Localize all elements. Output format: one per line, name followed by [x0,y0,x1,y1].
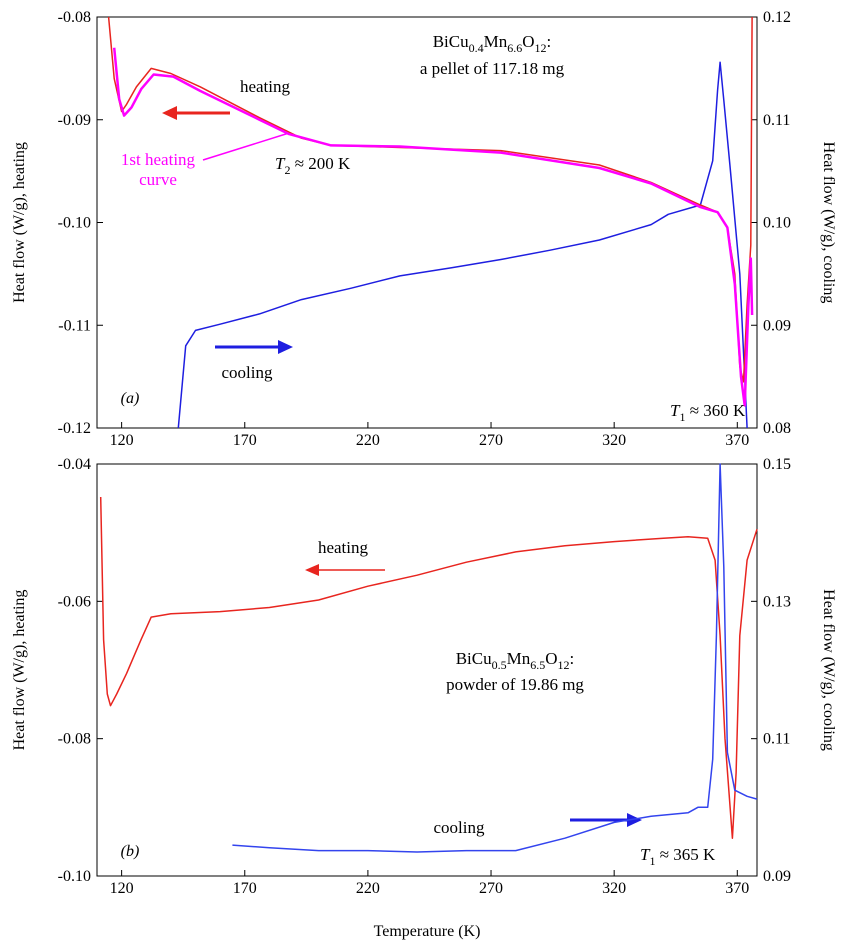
data-line [99,496,758,839]
temperature-annotation-part: 1 [649,854,655,868]
temperature-annotation-part: T [275,154,286,173]
y-tick-label: 0.13 [763,593,791,610]
y-tick-label: 0.09 [763,868,791,885]
data-line [112,47,754,407]
panel-subtitle: powder of 19.86 mg [446,675,584,694]
temperature-annotation-part: ≈ 365 K [655,845,716,864]
pointer-line [202,132,290,161]
y-tick-label: -0.09 [58,112,91,129]
series-label: heating [240,77,291,96]
panel-title-part: : [570,649,575,668]
cooling-arrow-b [570,813,642,827]
x-tick-label: 120 [110,880,134,897]
panel-title-part: O [545,649,557,668]
series-label: heating [318,538,369,557]
temperature-annotation-part: ≈ 360 K [685,401,746,420]
panel-title-part: 12 [535,41,547,55]
y-tick-label: -0.08 [58,9,91,26]
panel-title: BiCu0.4Mn6.6O12: [433,32,552,55]
temperature-annotation: T2 ≈ 200 K [275,154,351,177]
y-tick-label: -0.08 [58,731,91,748]
y-tick-label: 0.15 [763,456,791,473]
y-axis-label: Heat flow (W/g), heating [11,590,28,751]
panel-title-part: 6.5 [530,658,545,672]
y-tick-label: -0.10 [58,868,91,885]
temperature-annotation-part: T [640,845,651,864]
panel-title-part: O [522,32,534,51]
panel-title-part: Mn [507,649,531,668]
panel-title-part: Mn [484,32,508,51]
heating-arrow-a [162,106,230,120]
x-tick-label: 270 [479,880,503,897]
x-tick-label: 220 [356,880,380,897]
temperature-annotation: T1 ≈ 360 K [670,401,746,424]
temperature-annotation-part: T [670,401,681,420]
y-tick-label: 0.09 [763,317,791,334]
panel-title-part: BiCu [456,649,492,668]
panel-title-part: : [547,32,552,51]
panel-label: (a) [121,390,140,407]
heating-arrow-b [305,564,385,576]
x-tick-label: 270 [479,432,503,449]
y-tick-label: 0.11 [763,731,790,748]
x-axis-label: Temperature (K) [374,923,481,940]
x-tick-label: 170 [233,880,257,897]
y-tick-label: 0.12 [763,9,791,26]
temperature-annotation: T1 ≈ 365 K [640,845,716,868]
panel-a-frame [96,16,758,429]
panel-b-frame [96,463,758,877]
x-tick-label: 320 [602,432,626,449]
panel-title-part: 12 [558,658,570,672]
y2-axis-label: Heat flow (W/g), cooling [820,142,837,304]
x-tick-label: 120 [110,432,134,449]
data-line [177,61,748,429]
x-tick-label: 320 [602,880,626,897]
y-tick-label: 0.11 [763,112,790,129]
y-tick-label: -0.04 [58,456,91,473]
x-tick-label: 170 [233,432,257,449]
panel-label: (b) [121,843,140,860]
x-tick-label: 370 [725,432,749,449]
series-label: cooling [434,818,485,837]
panel-title-part: 0.5 [492,658,507,672]
series-label-box: 1st heating curve [120,150,196,189]
y-tick-label: -0.11 [58,317,91,334]
data-line [232,463,758,853]
panel-subtitle: a pellet of 117.18 mg [420,59,565,78]
panel-title-part: 0.4 [469,41,484,55]
y-tick-label: 0.08 [763,420,791,437]
y-tick-label: -0.06 [58,593,91,610]
temperature-annotation-part: ≈ 200 K [290,154,351,173]
y-axis-label: Heat flow (W/g), heating [11,142,28,303]
series-label: cooling [222,363,273,382]
temperature-annotation-part: 1 [679,410,685,424]
y-tick-label: -0.10 [58,215,91,232]
y2-axis-label: Heat flow (W/g), cooling [820,589,837,751]
series-label: 1st heating curve [120,150,196,189]
y-tick-label: 0.10 [763,215,791,232]
panel-title-part: 6.6 [507,41,522,55]
y-tick-label: -0.12 [58,420,91,437]
x-tick-label: 370 [725,880,749,897]
panel-title-part: BiCu [433,32,469,51]
panel-title: BiCu0.5Mn6.5O12: [456,649,575,672]
temperature-annotation-part: 2 [284,163,290,177]
cooling-arrow-a [215,340,293,354]
x-tick-label: 220 [356,432,380,449]
